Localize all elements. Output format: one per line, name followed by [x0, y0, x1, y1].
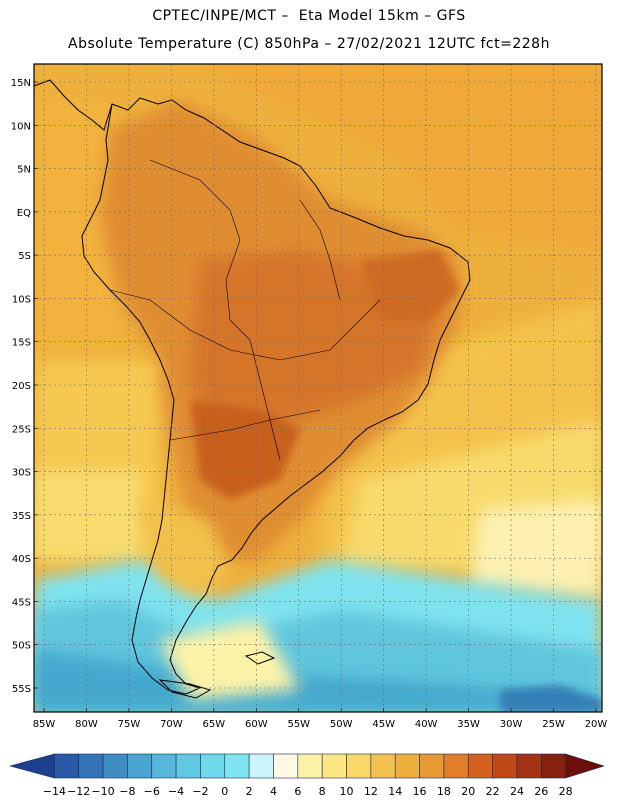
latitude-labels: 15N 10N 5N EQ 5S 10S 15S 20S 25S 30S 35S 40S 45S 50S 5…	[11, 78, 31, 695]
country-borders	[109, 159, 381, 461]
lat-label: 45S	[12, 597, 31, 608]
lat-label: 15S	[12, 338, 31, 349]
lon-label: 80W	[75, 719, 98, 730]
lat-label: 10N	[11, 121, 31, 132]
colorbar-swatch	[394, 753, 420, 779]
colorbar-tick-label: 10	[340, 785, 354, 798]
lat-label: 15N	[11, 78, 31, 89]
lon-label: 20W	[585, 719, 608, 730]
lat-label: 10S	[12, 294, 31, 305]
colorbar-labels: −14 −12 −10 −8 −6 −4 −2 0 2 4 6 8 10 12 14 16 18 20 22 24 26…	[43, 785, 573, 798]
lat-label: EQ	[17, 208, 31, 219]
colorbar-tick-label: 2	[246, 785, 253, 798]
lat-label: 40S	[12, 554, 31, 565]
lon-label: 30W	[500, 719, 523, 730]
colorbar-tick-label: 26	[534, 785, 548, 798]
temperature-field	[34, 64, 602, 712]
colorbar	[8, 753, 606, 779]
lon-label: 50W	[330, 719, 353, 730]
colorbar-tick-label: −8	[119, 785, 135, 798]
lat-label: 20S	[12, 381, 31, 392]
colorbar-tick-label: −2	[192, 785, 208, 798]
lat-label: 55S	[12, 684, 31, 695]
colorbar-tick-label: −14	[43, 785, 66, 798]
colorbar-swatch	[297, 753, 323, 779]
colorbar-swatch	[102, 753, 128, 779]
lat-label: 35S	[12, 511, 31, 522]
map-frame	[33, 63, 603, 713]
colorbar-tick-label: 28	[559, 785, 573, 798]
colorbar-swatch	[467, 753, 493, 779]
lon-label: 40W	[415, 719, 438, 730]
colorbar-swatch	[419, 753, 445, 779]
colorbar-swatch	[151, 753, 177, 779]
colorbar-swatch	[273, 753, 299, 779]
colorbar-swatch	[321, 753, 347, 779]
colorbar-tick-label: 22	[486, 785, 500, 798]
lat-label: 50S	[12, 641, 31, 652]
falklands	[244, 651, 276, 665]
graticule	[34, 64, 602, 712]
colorbar-swatch	[565, 753, 606, 779]
colorbar-swatch	[54, 753, 79, 779]
colorbar-tick-label: 6	[294, 785, 301, 798]
colorbar-tick-label: 4	[270, 785, 277, 798]
lon-label: 75W	[118, 719, 141, 730]
colorbar-tick-label: 24	[510, 785, 524, 798]
map-title: CPTEC/INPE/MCT – Eta Model 15km – GFS	[152, 8, 466, 24]
lon-label: 35W	[457, 719, 480, 730]
colorbar-tick-label: 14	[388, 785, 402, 798]
lon-label: 55W	[287, 719, 310, 730]
colorbar-swatch	[200, 753, 226, 779]
tierra-del-fuego	[158, 679, 212, 699]
colorbar-swatch	[492, 753, 518, 779]
colorbar-tick-label: −4	[168, 785, 184, 798]
lat-label: 30S	[12, 468, 31, 479]
longitude-labels: 85W 80W 75W 70W 65W 60W 55W 50W 45W 40W 35W 30W 25W 2…	[33, 719, 608, 730]
south-america-outline	[81, 97, 471, 695]
lat-label: 5S	[18, 251, 31, 262]
colorbar-swatch	[516, 753, 542, 779]
colorbar-tick-label: −12	[67, 785, 90, 798]
colorbar-swatch	[541, 753, 566, 779]
lat-label: 25S	[12, 424, 31, 435]
colorbar-swatch	[248, 753, 274, 779]
lon-label: 45W	[372, 719, 395, 730]
colorbar-swatch	[8, 753, 55, 779]
lon-label: 60W	[245, 719, 268, 730]
colorbar-tick-label: 0	[221, 785, 228, 798]
colorbar-swatch	[224, 753, 250, 779]
lon-label: 70W	[160, 719, 183, 730]
colorbar-swatch	[175, 753, 201, 779]
colorbar-swatch	[346, 753, 372, 779]
lon-label: 85W	[33, 719, 56, 730]
colorbar-swatch	[78, 753, 104, 779]
lon-label: 25W	[542, 719, 565, 730]
colorbar-tick-label: 20	[461, 785, 475, 798]
colorbar-swatch	[127, 753, 153, 779]
central-america-outline	[33, 79, 113, 131]
colorbar-tick-label: 8	[319, 785, 326, 798]
lon-label: 65W	[203, 719, 226, 730]
colorbar-swatch	[370, 753, 396, 779]
colorbar-tick-label: 18	[437, 785, 451, 798]
colorbar-tick-label: 12	[364, 785, 378, 798]
coastline	[33, 79, 471, 699]
colorbar-swatch	[443, 753, 469, 779]
colorbar-tick-label: −6	[144, 785, 160, 798]
colorbar-tick-label: −10	[91, 785, 114, 798]
colorbar-tick-label: 16	[413, 785, 427, 798]
map-subtitle: Absolute Temperature (C) 850hPa – 27/02/…	[68, 36, 550, 52]
lat-label: 5N	[17, 165, 31, 176]
